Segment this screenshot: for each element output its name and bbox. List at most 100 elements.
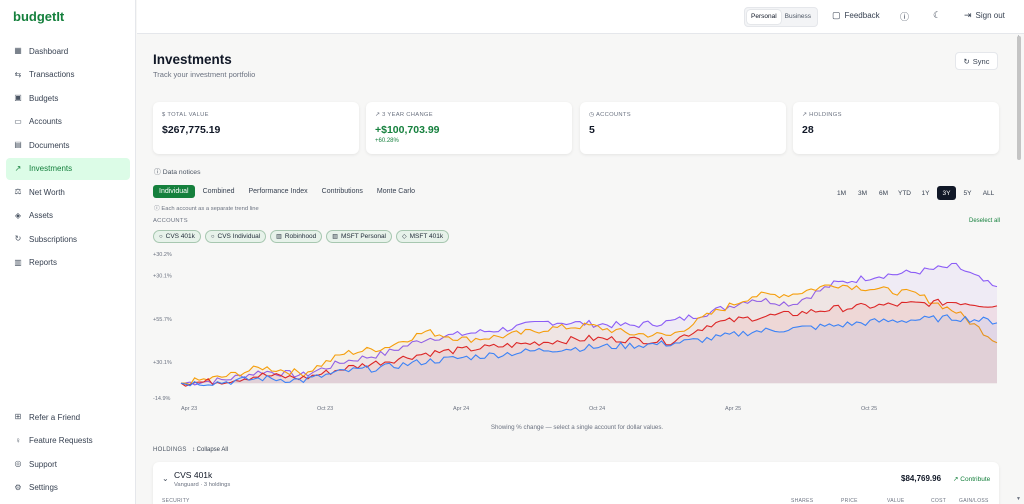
range-5y[interactable]: 5Y	[963, 189, 972, 197]
tab-combined[interactable]: Combined	[202, 188, 235, 195]
sidebar-item-label: Accounts	[29, 117, 62, 126]
series-line[interactable]	[180, 298, 998, 387]
refresh-icon: ↻	[963, 56, 970, 66]
circle-icon: ○	[210, 233, 215, 240]
y-tick-label: +30.1%	[153, 360, 172, 366]
chart-caption: Showing % change — select a single accou…	[490, 424, 664, 431]
account-chip[interactable]: ▥ Robinhood	[270, 230, 323, 243]
scrollbar-thumb[interactable]	[1017, 36, 1021, 160]
account-chips: ○ CVS 401k ○ CVS Individual ▥ Robinhood ▥ MS…	[153, 230, 453, 243]
account-chip[interactable]: ◇ MSFT 401k	[396, 230, 450, 243]
range-all[interactable]: ALL	[982, 189, 995, 197]
sidebar-item-subscriptions[interactable]: ↻ Subscriptions	[6, 228, 130, 250]
investments-line-chart[interactable]: +30.2% +30.1% +55.7% +30.1% -14.9% Apr 23 Oct …	[153, 246, 1001, 414]
tab-individual[interactable]: Individual	[153, 185, 195, 198]
sidebar-item-accounts[interactable]: ▭ Accounts	[6, 111, 130, 133]
collapse-all-button[interactable]: ↕ Collapse All	[192, 447, 229, 453]
tab-performance-index[interactable]: Performance Index	[248, 188, 308, 195]
scroll-down-arrow[interactable]: ▼	[1016, 496, 1021, 502]
bulb-icon: ♀	[15, 435, 21, 445]
tab-monte-carlo[interactable]: Monte Carlo	[376, 188, 416, 195]
sidebar-item-dashboard[interactable]: ▦ Dashboard	[6, 40, 130, 62]
sidebar: budgetIt ▦ Dashboard ⇆ Transactions ▣ Budge…	[0, 0, 136, 504]
feedback-button[interactable]: ▢ Feedback	[832, 10, 880, 21]
clock-icon: ◷	[589, 112, 596, 118]
top-bar: Personal Business ▢ Feedback ⓘ ☾ ⇥ Sign ou…	[137, 0, 1024, 34]
mode-business-button[interactable]: Business	[784, 13, 812, 20]
sidebar-item-refer[interactable]: ⊞ Refer a Friend	[6, 406, 130, 428]
account-chip[interactable]: ○ CVS 401k	[153, 230, 201, 243]
stat-card-value: $267,775.19	[162, 124, 221, 136]
range-1m[interactable]: 1M	[836, 189, 847, 197]
sidebar-item-label: Assets	[29, 211, 54, 220]
sidebar-item-support[interactable]: ◎ Support	[6, 453, 130, 475]
help-button[interactable]: ⓘ	[900, 10, 913, 23]
stat-card-value: 28	[802, 124, 814, 136]
range-6m[interactable]: 6M	[878, 189, 889, 197]
app-logo[interactable]: budgetIt	[13, 9, 65, 24]
theme-toggle-button[interactable]: ☾	[933, 10, 945, 21]
range-3m[interactable]: 3M	[857, 189, 868, 197]
contribute-button[interactable]: ↗ Contribute	[953, 476, 991, 483]
holding-account-card[interactable]: ⌄ CVS 401k Vanguard · 3 holdings $84,769…	[153, 462, 999, 504]
range-selector: 1M 3M 6M YTD 1Y 3Y 5Y ALL	[830, 186, 998, 200]
bank-icon: ▥	[276, 234, 282, 240]
tab-contributions[interactable]: Contributions	[321, 188, 363, 195]
sidebar-item-settings[interactable]: ⚙ Settings	[6, 477, 130, 499]
sidebar-item-label: Refer a Friend	[29, 412, 81, 422]
account-chip[interactable]: ▥ MSFT Personal	[326, 230, 393, 243]
sidebar-item-assets[interactable]: ◈ Assets	[6, 205, 130, 227]
sidebar-item-feature-requests[interactable]: ♀ Feature Requests	[6, 430, 130, 452]
main-content: Investments Track your investment portfo…	[137, 34, 1017, 504]
holdings-label: HOLDINGS	[153, 447, 187, 453]
mode-personal-button[interactable]: Personal	[747, 10, 781, 24]
sidebar-item-label: Support	[29, 459, 58, 469]
trend-icon: ↗	[14, 163, 22, 173]
dollar-icon: $	[162, 112, 168, 118]
series-line[interactable]	[180, 262, 998, 386]
sidebar-bottom-nav: ⊞ Refer a Friend ♀ Feature Requests ◎ Suppo…	[6, 406, 130, 500]
stat-card-sub: +60.28%	[375, 138, 399, 144]
sidebar-item-label: Dashboard	[29, 46, 69, 56]
sidebar-item-documents[interactable]: ▤ Documents	[6, 134, 130, 156]
column-header: GAIN/LOSS	[959, 498, 989, 504]
x-tick-label: Apr 23	[181, 406, 197, 412]
scale-icon: ⚖	[14, 187, 22, 196]
column-header: COST	[931, 498, 947, 504]
range-3y[interactable]: 3Y	[937, 186, 956, 200]
feedback-label: Feedback	[844, 11, 880, 20]
column-header: PRICE	[841, 498, 858, 504]
sidebar-item-budgets[interactable]: ▣ Budgets	[6, 87, 130, 109]
y-tick-label: -14.9%	[153, 396, 171, 402]
series-line[interactable]	[180, 284, 998, 386]
x-tick-label: Apr 24	[453, 406, 469, 412]
sidebar-item-investments[interactable]: ↗ Investments	[6, 157, 130, 180]
cube-icon: ◈	[14, 210, 22, 220]
series-area	[181, 263, 997, 385]
range-1y[interactable]: 1Y	[921, 189, 930, 197]
sign-out-button[interactable]: ⇥ Sign out	[964, 10, 1005, 21]
page-subtitle: Track your investment portfolio	[153, 70, 256, 79]
sync-button[interactable]: ↻ Sync	[955, 52, 998, 70]
sidebar-item-reports[interactable]: ▥ Reports	[6, 252, 130, 274]
account-chip[interactable]: ○ CVS Individual	[204, 230, 267, 243]
stat-card-3-year-change: ↗ 3 YEAR CHANGE +$100,703.99 +60.28%	[366, 102, 572, 154]
sidebar-item-label: Budgets	[29, 93, 59, 103]
column-header: SECURITY	[162, 498, 190, 504]
card-icon: ▭	[14, 116, 22, 126]
chevron-down-icon[interactable]: ⌄	[162, 474, 169, 483]
sidebar-item-label: Feature Requests	[29, 436, 93, 445]
series-line[interactable]	[180, 314, 998, 387]
sidebar-item-transactions[interactable]: ⇆ Transactions	[6, 64, 130, 86]
report-icon: ▥	[14, 257, 22, 267]
data-notices-toggle[interactable]: ⓘ Data notices	[154, 169, 201, 176]
sidebar-item-net-worth[interactable]: ⚖ Net Worth	[6, 181, 130, 203]
sidebar-item-label: Documents	[29, 140, 70, 150]
sidebar-item-label: Net Worth	[29, 187, 65, 197]
range-ytd[interactable]: YTD	[898, 189, 911, 197]
document-icon: ▤	[14, 140, 22, 149]
deselect-all-link[interactable]: Deselect all	[969, 218, 1001, 224]
help-icon: ⓘ	[900, 12, 910, 22]
sync-label: Sync	[972, 56, 990, 66]
mode-toggle: Personal Business	[744, 7, 819, 27]
